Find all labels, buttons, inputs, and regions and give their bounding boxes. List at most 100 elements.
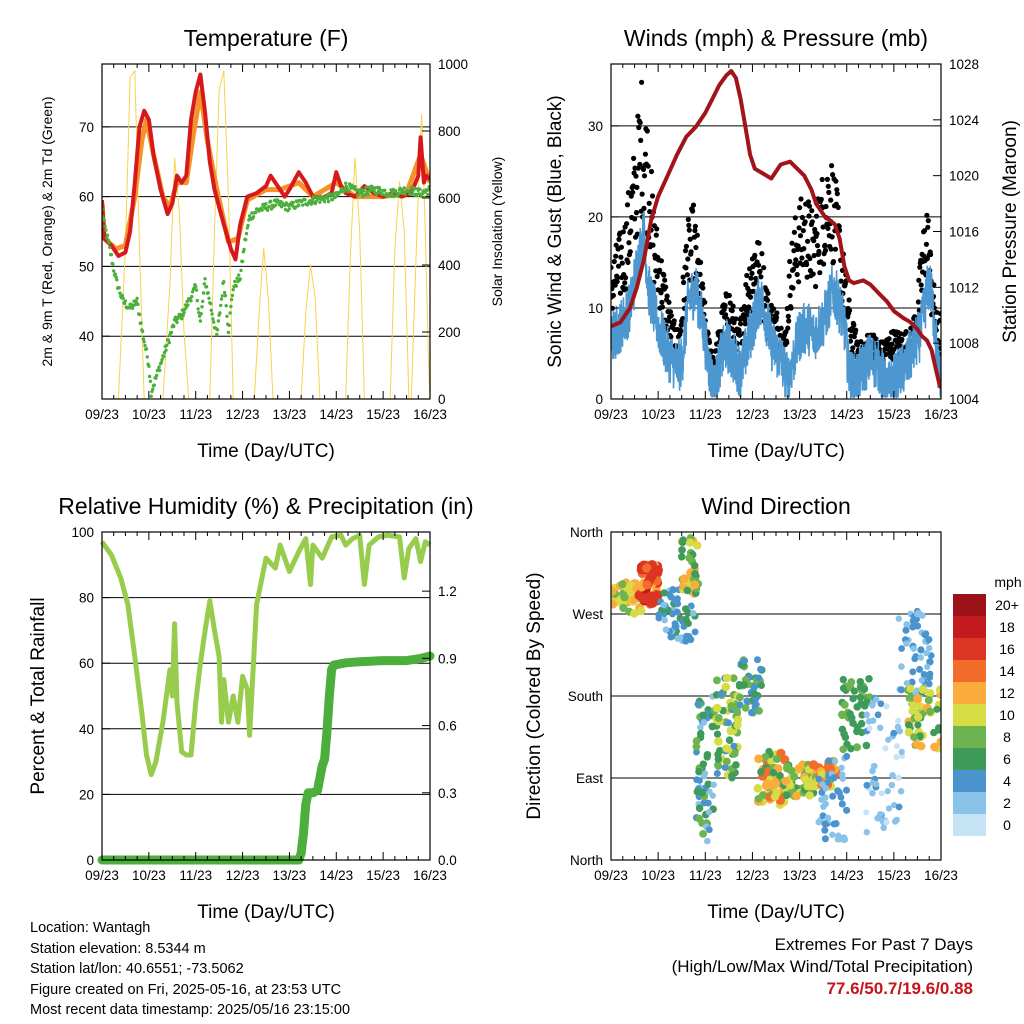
dewpoint-point [167,340,171,345]
wind-direction-point [883,819,890,826]
wind-direction-point [842,786,851,794]
gust-point [828,197,834,203]
wind-direction-point [917,646,925,654]
gust-point [834,191,840,197]
wind-direction-point [619,603,628,613]
gust-point [787,258,793,265]
gust-point [636,124,642,131]
dewpoint-point [218,311,222,315]
colorbar-swatch [953,660,986,682]
dewpoint-point [215,328,220,332]
gust-point [659,299,665,305]
dewpoint-point [220,294,224,298]
wind-direction-point [911,655,919,663]
wind-direction-point [677,553,686,561]
wind-direction-point [838,725,847,734]
wind-direction-point [732,761,740,769]
gust-point [686,222,692,228]
dewpoint-point [216,319,221,323]
gust-point [654,226,660,232]
dewpoint-point [287,207,292,211]
y-axis-label: 2m & 9m T (Red, Orange) & 2m Td (Green) [39,97,55,367]
wind-direction-point [860,685,869,693]
x-tick-label: 10/23 [132,407,166,422]
dewpoint-point [107,241,111,245]
gust-point [838,278,844,284]
x-tick-label: 09/23 [594,868,628,883]
dewpoint-point [412,187,417,191]
dewpoint-point [186,303,190,307]
y2-axis-label: Station Pressure (Maroon) [1000,120,1021,343]
gust-point [633,173,639,179]
wind-direction-point [699,829,708,838]
x-tick-label: 13/23 [783,407,817,422]
gust-point [641,205,647,211]
x-tick-label: 12/23 [226,407,260,422]
dewpoint-point [109,252,114,257]
y-tick-label: 30 [588,119,603,134]
gust-point [683,265,689,271]
dewpoint-point [228,311,232,315]
gust-point [625,259,631,265]
gust-point [903,329,909,335]
y-tick-label: 10 [588,301,603,316]
x-tick-label: 15/23 [877,868,911,883]
dewpoint-point [208,301,213,306]
gust-point [626,240,632,246]
gust-point [680,274,686,280]
dewpoint-point [209,308,213,312]
wind-direction-point [891,818,899,825]
dewpoint-point [111,262,115,266]
dewpoint-point [353,185,357,189]
dewpoint-point [303,198,307,202]
gust-point [663,284,669,290]
gust-point [786,318,792,324]
x-tick-label: 15/23 [366,407,400,422]
gust-point [923,241,930,247]
wind-direction-point [820,803,827,810]
y2-tick-label: 1020 [949,169,979,184]
dewpoint-point [197,314,202,318]
wind-direction-point [874,711,882,719]
wind-direction-point [661,616,668,624]
wind-direction-point [839,675,847,684]
station-location: Location: Wantagh [30,920,151,936]
gust-point [846,297,852,303]
wind-direction-point [815,818,822,826]
wind-direction-point [863,698,871,706]
wind-direction-point [735,693,744,702]
gust-point [799,214,806,221]
gust-point [822,242,828,248]
gust-point [635,113,641,119]
wind-direction-point [849,694,857,703]
chart-title: Relative Humidity (%) & Precipitation (i… [58,493,473,519]
gust-point [850,345,856,351]
y-tick-label: 100 [71,525,94,540]
wind-direction-point [898,663,905,670]
wind-direction-point [685,633,693,640]
wind-direction-point [736,701,744,709]
dewpoint-point [104,228,108,232]
gust-point [916,277,922,283]
dewpoint-point [244,231,249,236]
gust-point [889,341,895,347]
gust-point [694,232,700,238]
wind-direction-point [829,831,836,838]
extremes-title: Extremes For Past 7 Days [774,935,973,954]
gust-point [795,243,801,249]
colorbar-swatch [953,792,986,814]
wind-direction-point [926,707,935,716]
dewpoint-point [152,383,156,387]
extremes-block: Extremes For Past 7 Days (High/Low/Max W… [672,934,973,1000]
x-tick-label: 14/23 [319,407,353,422]
wind-direction-point [936,737,941,747]
gust-point [787,292,793,299]
gust-point [873,336,879,342]
wind-direction-point [710,781,717,788]
dewpoint-point [291,200,295,205]
gust-point [659,304,666,310]
frame-layer [101,63,986,861]
dewpoint-point [426,192,430,197]
gust-point [752,252,758,258]
y-tick-label: 80 [79,591,94,606]
